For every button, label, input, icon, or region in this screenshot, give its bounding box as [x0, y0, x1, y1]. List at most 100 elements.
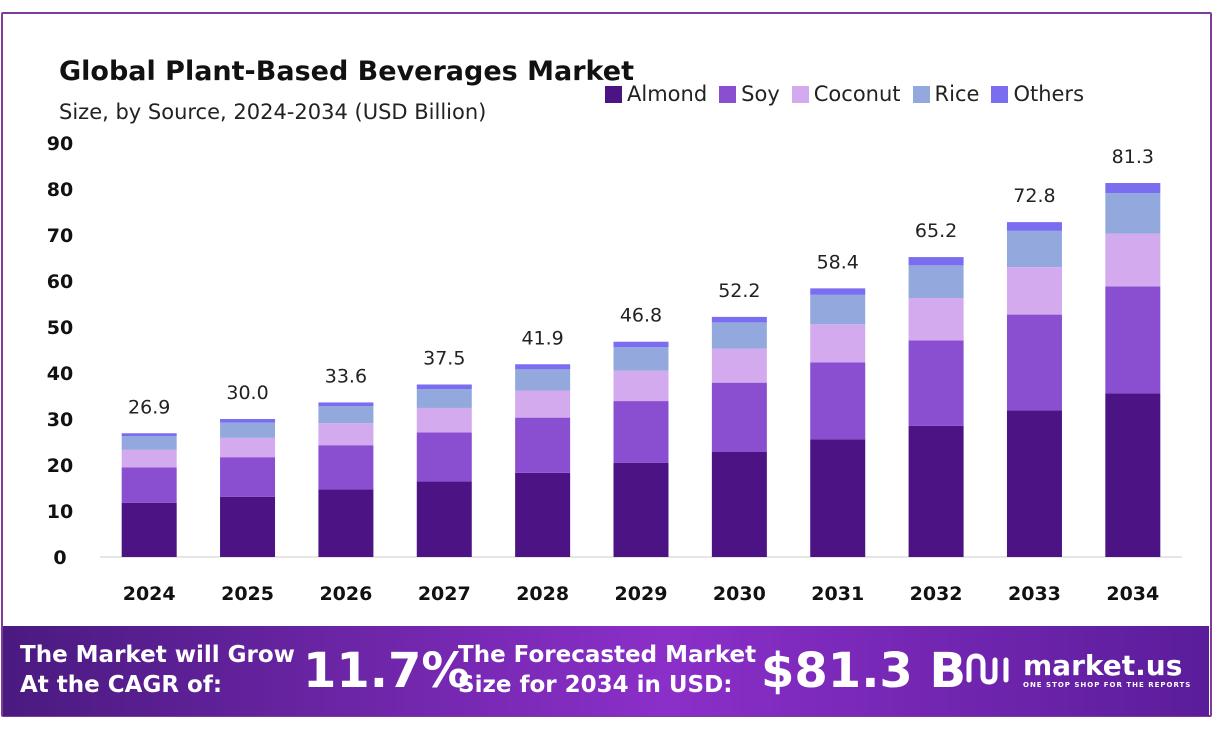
legend-label-rice: Rice [934, 82, 980, 106]
bar-almond-2025 [220, 496, 276, 557]
market-us-logo-icon [966, 653, 1009, 685]
bar-rice-2030 [711, 322, 767, 349]
forecast-label-line2: Size for 2034 in USD: [458, 672, 733, 698]
total-label-2028: 41.9 [521, 327, 563, 349]
total-label-2033: 72.8 [1013, 185, 1055, 207]
bar-soy-2027 [416, 432, 472, 482]
chart-legend: Almond Soy Coconut Rice Others [605, 82, 1084, 106]
x-tick-label-2024: 2024 [123, 583, 176, 605]
bar-almond-2033 [1006, 410, 1062, 557]
y-tick-label: 80 [47, 179, 73, 201]
y-tick-label: 60 [47, 271, 73, 293]
y-tick-label: 40 [47, 363, 73, 385]
y-tick-label: 10 [47, 501, 73, 523]
bar-soy-2025 [220, 457, 276, 497]
x-tick-label-2032: 2032 [910, 583, 963, 605]
x-tick-label-2033: 2033 [1008, 583, 1061, 605]
bar-almond-2031 [810, 439, 866, 557]
bar-soy-2029 [613, 401, 669, 463]
total-label-2027: 37.5 [423, 348, 465, 370]
bar-others-2027 [416, 384, 472, 390]
bar-almond-2034 [1105, 393, 1161, 557]
bar-others-2030 [711, 316, 767, 323]
x-tick-label-2028: 2028 [516, 583, 569, 605]
bar-rice-2027 [416, 389, 472, 408]
x-tick-label-2026: 2026 [319, 583, 372, 605]
bar-almond-2027 [416, 481, 472, 557]
x-tick-label-2027: 2027 [418, 583, 471, 605]
bar-others-2032 [908, 257, 964, 266]
cagr-label: The Market will Grow At the CAGR of: [20, 640, 295, 700]
legend-item-soy: Soy [719, 82, 780, 106]
bar-rice-2028 [515, 369, 571, 391]
bar-soy-2030 [711, 382, 767, 452]
legend-swatch-others [991, 85, 1009, 103]
bar-soy-2028 [515, 417, 571, 473]
bar-others-2033 [1006, 222, 1062, 231]
chart-subtitle: Size, by Source, 2024-2034 (USD Billion) [59, 100, 487, 124]
bar-coconut-2034 [1105, 233, 1161, 287]
legend-swatch-rice [912, 85, 930, 103]
legend-item-rice: Rice [912, 82, 980, 106]
bar-rice-2032 [908, 265, 964, 299]
bar-coconut-2026 [318, 423, 374, 446]
bar-coconut-2024 [121, 449, 177, 468]
bar-rice-2031 [810, 294, 866, 325]
bar-coconut-2030 [711, 348, 767, 383]
total-label-2026: 33.6 [325, 365, 367, 387]
bar-rice-2033 [1006, 230, 1062, 268]
summary-banner: The Market will Grow At the CAGR of: 11.… [3, 626, 1209, 716]
bar-soy-2034 [1105, 286, 1161, 394]
bar-coconut-2029 [613, 370, 669, 402]
bar-almond-2029 [613, 462, 669, 557]
legend-item-almond: Almond [605, 82, 707, 106]
bar-others-2025 [220, 419, 276, 423]
total-label-2034: 81.3 [1112, 146, 1154, 168]
bar-coconut-2028 [515, 390, 571, 418]
bar-others-2024 [121, 433, 177, 437]
y-tick-label: 20 [47, 455, 73, 477]
bar-soy-2033 [1006, 314, 1062, 411]
bar-others-2031 [810, 288, 866, 295]
bar-almond-2028 [515, 472, 571, 557]
brand-tagline: ONE STOP SHOP FOR THE REPORTS [1023, 681, 1192, 689]
legend-label-soy: Soy [741, 82, 780, 106]
x-tick-label-2029: 2029 [615, 583, 668, 605]
legend-swatch-almond [605, 85, 622, 103]
bar-almond-2030 [711, 451, 767, 557]
bar-rice-2034 [1105, 193, 1161, 234]
y-tick-label: 50 [47, 317, 73, 339]
bar-coconut-2033 [1006, 267, 1062, 315]
cagr-label-line1: The Market will Grow [20, 642, 295, 668]
x-tick-label-2030: 2030 [713, 583, 766, 605]
chart-title: Global Plant-Based Beverages Market [59, 56, 634, 87]
bar-soy-2032 [908, 340, 964, 426]
bar-soy-2031 [810, 362, 866, 440]
forecast-label-line1: The Forecasted Market [458, 642, 757, 668]
bar-coconut-2027 [416, 407, 472, 433]
bar-others-2034 [1105, 183, 1161, 194]
bar-rice-2024 [121, 436, 177, 450]
total-label-2030: 52.2 [718, 280, 760, 302]
brand-name: market.us [1023, 649, 1183, 682]
total-label-2024: 26.9 [128, 396, 170, 418]
bar-almond-2026 [318, 489, 374, 557]
forecast-value: $81.3 B [761, 643, 967, 699]
bar-almond-2024 [121, 502, 177, 557]
forecast-label: The Forecasted Market Size for 2034 in U… [458, 640, 756, 700]
total-label-2029: 46.8 [620, 305, 662, 327]
legend-item-others: Others [991, 82, 1084, 106]
stacked-bar-chart: 010203040506070809026.9202430.0202533.62… [47, 133, 1182, 605]
legend-label-others: Others [1013, 82, 1085, 106]
legend-item-coconut: Coconut [791, 82, 901, 106]
bar-soy-2026 [318, 445, 374, 490]
y-tick-label: 90 [47, 133, 73, 155]
bar-coconut-2031 [810, 324, 866, 363]
y-tick-label: 70 [47, 225, 73, 247]
x-tick-label-2031: 2031 [811, 583, 864, 605]
cagr-value: 11.7% [303, 643, 470, 699]
bar-rice-2026 [318, 406, 374, 424]
legend-swatch-coconut [791, 85, 809, 103]
bar-rice-2025 [220, 422, 276, 438]
total-label-2031: 58.4 [817, 251, 859, 273]
